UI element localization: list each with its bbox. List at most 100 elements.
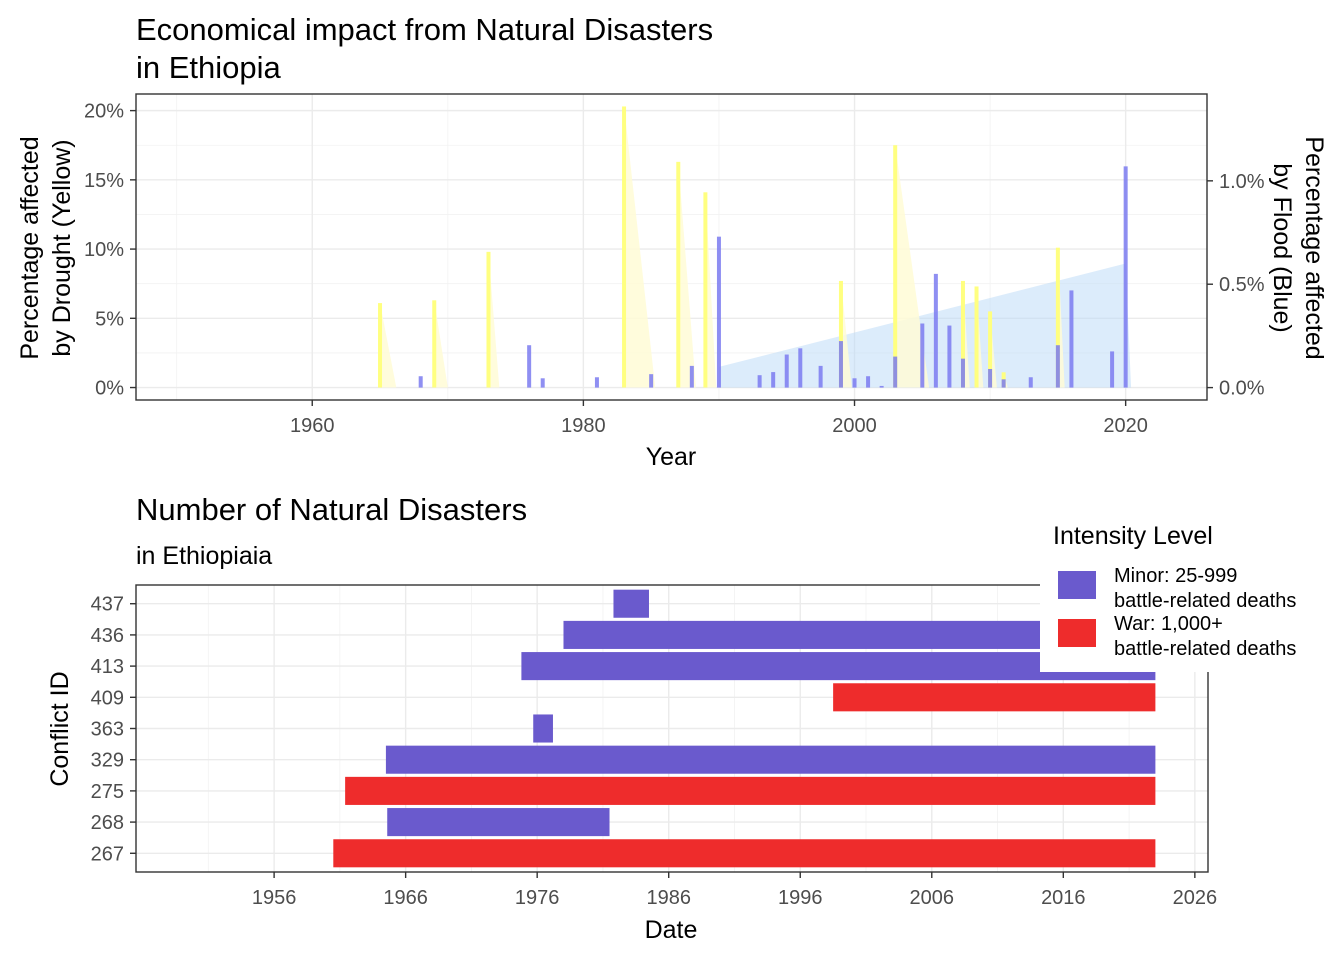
conflict-chart: Number of Natural Disasters in Ethiopiai… [46, 492, 1344, 944]
legend-label-war-line2: battle-related deaths [1114, 638, 1296, 660]
legend-key-minor [1058, 571, 1096, 599]
legend-label-minor-line1: Minor: 25-999 [1114, 565, 1237, 587]
drought-tail [895, 145, 930, 388]
chart2-x-tick-label: 1986 [646, 887, 691, 909]
flood-bar [1069, 290, 1074, 388]
drought-tail [840, 280, 852, 388]
conflict-bar-267 [333, 839, 1156, 868]
conflict-bar-275 [345, 776, 1156, 805]
drought-bar [486, 251, 491, 388]
chart1-marks [378, 106, 1132, 388]
drought-bar [432, 300, 437, 388]
chart2-x-tick-label: 2016 [1041, 887, 1086, 909]
chart1-y-axis-title-line2: by Drought (Yellow) [48, 139, 76, 356]
drought-tail [705, 192, 717, 388]
drought-tail [380, 303, 397, 388]
chart2-x-tick-label: 2026 [1173, 887, 1218, 909]
legend-key-war [1058, 619, 1096, 647]
chart2-y-tick-label: 409 [91, 687, 124, 709]
chart2-subtitle: in Ethiopiaia [136, 542, 272, 570]
chart2-ticks: 1956 1966 1976 1986 1996 2006 2016 2026 267 268 27… [91, 594, 1217, 909]
flood-bar [798, 348, 803, 388]
legend-label-minor-line2: battle-related deaths [1114, 590, 1296, 612]
chart1-y-tick-label: 15% [84, 170, 124, 192]
drought-flood-chart: Economical impact from Natural Disasters… [16, 12, 1328, 471]
chart1-x-tick-label: 2000 [832, 415, 877, 437]
chart2-y-tick-label: 267 [91, 843, 124, 865]
flood-bar [689, 365, 694, 388]
chart2-x-tick-label: 1976 [515, 887, 560, 909]
drought-bar [622, 106, 627, 388]
flood-bar [920, 323, 925, 388]
conflict-bar-268 [387, 808, 610, 837]
conflict-bar-409 [833, 683, 1156, 712]
drought-bar [703, 192, 708, 388]
conflict-bar-363 [533, 714, 553, 743]
chart2-legend: Intensity Level Minor: 25-999 battle-rel… [1040, 518, 1344, 672]
chart2-x-tick-label: 1966 [383, 887, 428, 909]
chart1-y-tick-label: 0% [95, 378, 124, 400]
flood-bar [933, 273, 938, 388]
flood-bar [540, 378, 545, 388]
flood-bar [418, 376, 423, 388]
flood-bar [960, 358, 965, 388]
chart2-y-axis-title: Conflict ID [46, 671, 74, 786]
conflict-bar-329 [385, 745, 1156, 774]
chart2-x-tick-label: 2006 [910, 887, 955, 909]
flood-bar [879, 385, 884, 388]
flood-bar [1110, 351, 1115, 388]
drought-bar [988, 311, 993, 388]
flood-shade-area [718, 263, 1132, 388]
flood-bar [866, 376, 871, 388]
flood-bar [784, 354, 789, 388]
chart1-x-tick-label: 1960 [290, 415, 335, 437]
chart2-x-axis-title: Date [645, 916, 698, 944]
chart2-y-tick-label: 436 [91, 625, 124, 647]
flood-bar [716, 236, 721, 388]
chart2-y-tick-label: 437 [91, 594, 124, 616]
chart2-x-tick-label: 1956 [252, 887, 297, 909]
flood-bar [771, 372, 776, 388]
chart1-y2-tick-label: 0.5% [1219, 274, 1265, 296]
drought-tail [624, 106, 656, 388]
flood-bar [852, 378, 857, 388]
drought-bar [378, 303, 383, 388]
chart2-y-tick-label: 275 [91, 781, 124, 803]
chart1-title-line2: in Ethiopia [136, 50, 282, 85]
drought-bar [838, 280, 843, 388]
flood-bar [818, 365, 823, 388]
chart2-title: Number of Natural Disasters [136, 492, 527, 527]
chart1-y2-axis-title-line1: Percentage affected [1300, 136, 1328, 359]
drought-bar [960, 280, 965, 388]
conflict-bar-437 [613, 589, 649, 618]
chart1-y2-tick-label: 0.0% [1219, 378, 1265, 400]
flood-bar [947, 325, 952, 388]
flood-bar [649, 374, 654, 388]
chart1-panel-border [135, 93, 1208, 401]
flood-bar [1055, 345, 1060, 388]
chart2-y-tick-label: 413 [91, 656, 124, 678]
drought-tail [678, 161, 696, 388]
flood-bar [757, 375, 762, 388]
legend-title: Intensity Level [1053, 522, 1213, 550]
chart1-y-axis-title-line1: Percentage affected [16, 136, 44, 359]
chart1-x-axis-title: Year [646, 443, 697, 471]
chart1-x-tick-label: 2020 [1103, 415, 1148, 437]
drought-bar [1055, 247, 1060, 388]
chart1-y-tick-label: 5% [95, 308, 124, 330]
drought-bar [676, 161, 681, 388]
flood-bar [527, 345, 532, 388]
chart2-y-tick-label: 363 [91, 719, 124, 741]
flood-bar [838, 341, 843, 388]
chart1-y-tick-label: 20% [84, 101, 124, 123]
flood-bar [1001, 379, 1006, 388]
flood-bar [594, 377, 599, 388]
drought-tail [434, 300, 448, 388]
chart1-ticks: 1960 1980 2000 2020 0% 5% 10% 15% 20% 0.0% 0.5% 1.0… [84, 101, 1265, 437]
chart1-y-tick-label: 10% [84, 239, 124, 261]
chart1-gridlines [136, 94, 1207, 400]
drought-tail [488, 251, 500, 388]
flood-bar [988, 368, 993, 388]
chart1-y2-axis-title-line2: by Flood (Blue) [1268, 163, 1296, 333]
